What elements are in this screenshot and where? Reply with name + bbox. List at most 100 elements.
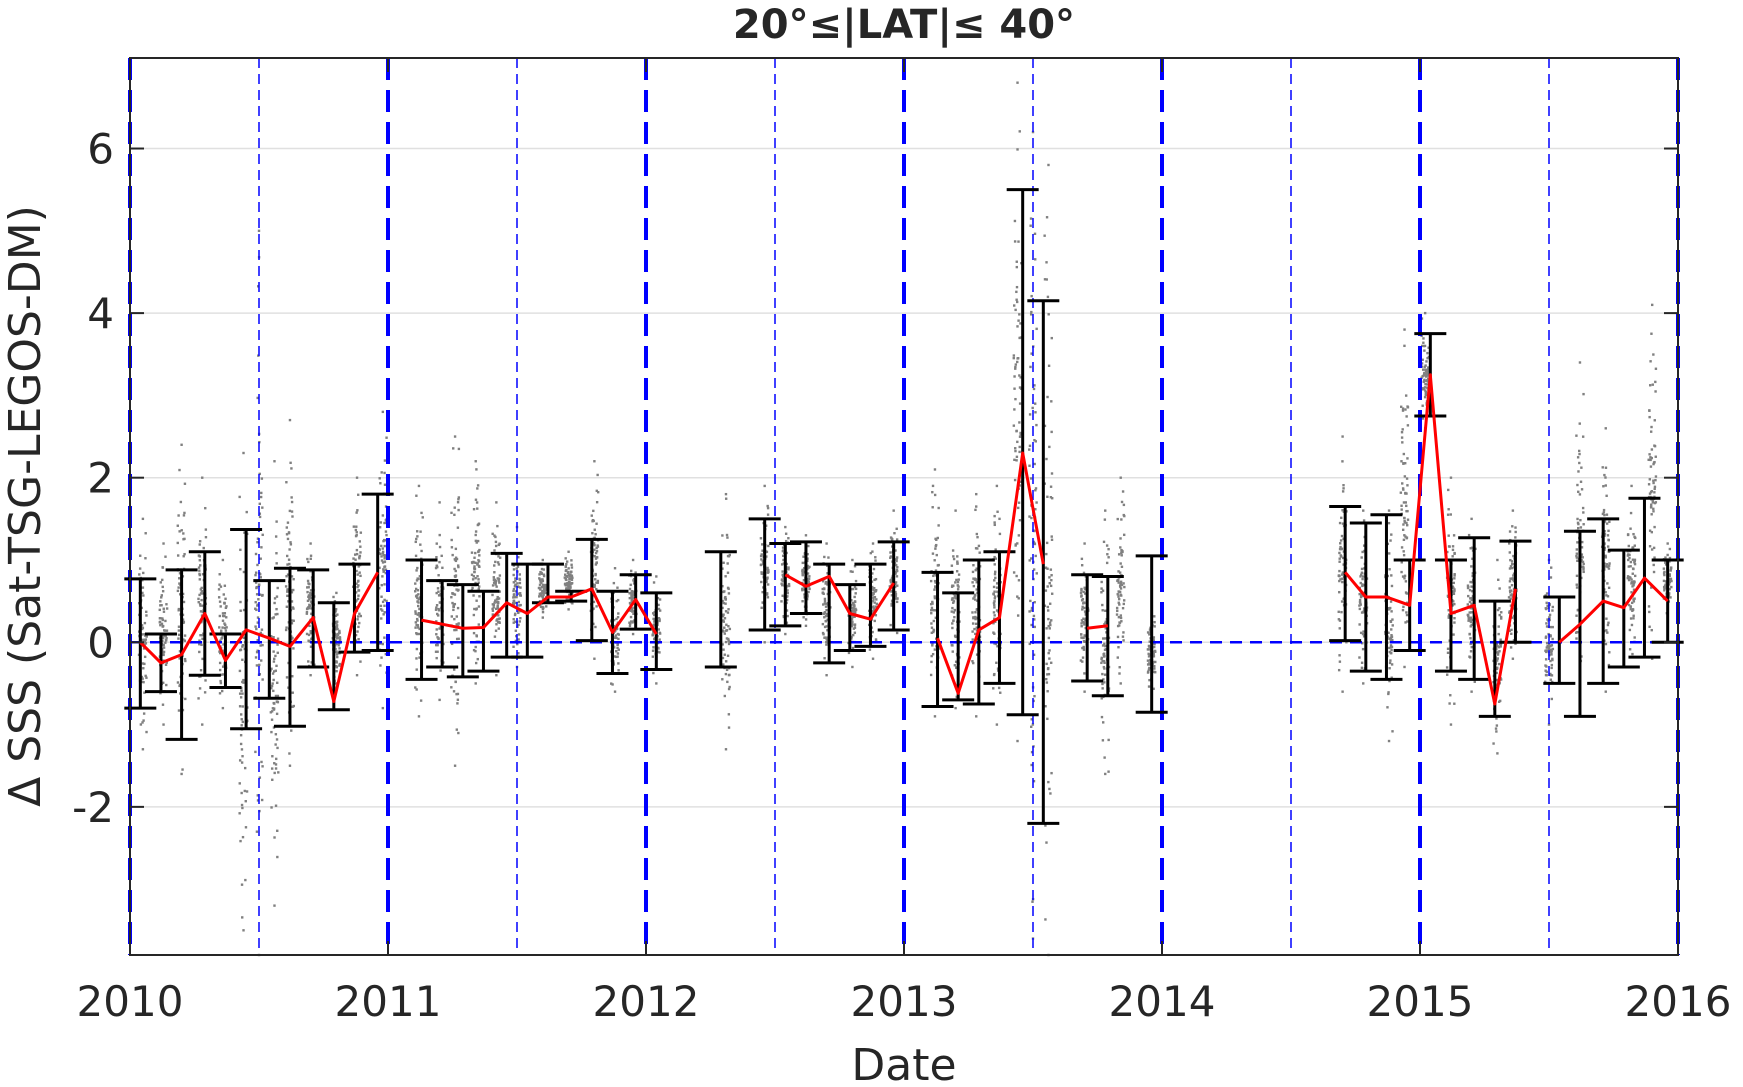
scatter-point bbox=[1083, 592, 1087, 595]
scatter-point bbox=[760, 572, 763, 575]
scatter-point bbox=[721, 599, 724, 603]
scatter-point bbox=[1387, 521, 1391, 525]
error-bar bbox=[877, 540, 910, 632]
scatter-point bbox=[240, 791, 243, 795]
scatter-point bbox=[1648, 529, 1652, 532]
scatter-point bbox=[1018, 402, 1022, 405]
scatter-point bbox=[1082, 617, 1085, 620]
scatter-point bbox=[1083, 640, 1086, 643]
scatter-point bbox=[144, 642, 148, 645]
scatter-point bbox=[1403, 475, 1407, 478]
scatter-point bbox=[1388, 650, 1391, 654]
scatter-point bbox=[544, 591, 548, 595]
scatter-point bbox=[1650, 586, 1653, 589]
scatter-point bbox=[1544, 669, 1547, 672]
scatter-point bbox=[807, 577, 811, 581]
scatter-point bbox=[1602, 508, 1606, 512]
scatter-point bbox=[184, 697, 187, 701]
scatter-point bbox=[1018, 450, 1021, 454]
scatter-point bbox=[477, 564, 481, 568]
scatter-point bbox=[455, 557, 459, 561]
scatter-point bbox=[517, 600, 520, 604]
scatter-point bbox=[1100, 587, 1103, 590]
scatter-point bbox=[1630, 623, 1634, 627]
scatter-point bbox=[934, 547, 937, 550]
scatter-point bbox=[1387, 509, 1391, 512]
scatter-point bbox=[931, 652, 935, 656]
scatter-point bbox=[540, 567, 544, 571]
scatter-point bbox=[847, 651, 851, 655]
scatter-point bbox=[456, 606, 460, 610]
scatter-point bbox=[895, 557, 898, 561]
scatter-point bbox=[182, 514, 186, 517]
scatter-point bbox=[378, 566, 381, 569]
scatter-point bbox=[1017, 506, 1020, 510]
scatter-point bbox=[975, 581, 978, 584]
scatter-point bbox=[1453, 602, 1456, 606]
scatter-point bbox=[1510, 593, 1514, 596]
scatter-point bbox=[1549, 566, 1553, 569]
scatter-point bbox=[494, 629, 498, 632]
scatter-point bbox=[178, 683, 182, 687]
scatter-point bbox=[450, 615, 453, 618]
scatter-point bbox=[1545, 650, 1548, 654]
scatter-point bbox=[974, 508, 977, 512]
scatter-point bbox=[894, 570, 898, 574]
scatter-point bbox=[1608, 651, 1611, 654]
scatter-point bbox=[308, 595, 312, 599]
scatter-point bbox=[1498, 607, 1501, 610]
scatter-point bbox=[1083, 601, 1086, 605]
scatter-point bbox=[595, 522, 598, 525]
scatter-point bbox=[240, 724, 243, 727]
scatter-point bbox=[1577, 526, 1580, 530]
scatter-point bbox=[383, 557, 386, 560]
scatter-point bbox=[870, 580, 874, 583]
scatter-point bbox=[933, 559, 936, 562]
scatter-point bbox=[1080, 619, 1084, 622]
scatter-point bbox=[596, 581, 600, 584]
scatter-point bbox=[1406, 405, 1409, 408]
scatter-point bbox=[971, 630, 974, 633]
scatter-point bbox=[953, 615, 956, 619]
scatter-point bbox=[1032, 653, 1036, 657]
scatter-point bbox=[787, 537, 790, 540]
scatter-point bbox=[357, 589, 361, 592]
scatter-point bbox=[1044, 566, 1048, 570]
scatter-point bbox=[973, 598, 977, 601]
scatter-point bbox=[932, 629, 936, 632]
scatter-point bbox=[1100, 661, 1103, 665]
scatter-point bbox=[336, 652, 339, 655]
scatter-point bbox=[954, 581, 957, 584]
scatter-point bbox=[455, 615, 458, 618]
scatter-point bbox=[765, 550, 769, 554]
scatter-point bbox=[435, 628, 438, 631]
scatter-point bbox=[868, 648, 872, 651]
scatter-point bbox=[993, 521, 996, 524]
scatter-point bbox=[889, 579, 892, 582]
scatter-point bbox=[1118, 590, 1121, 594]
scatter-point bbox=[849, 570, 853, 573]
scatter-point bbox=[992, 631, 995, 634]
scatter-point bbox=[781, 575, 785, 578]
scatter-point bbox=[307, 595, 310, 599]
scatter-point bbox=[305, 632, 309, 636]
scatter-point bbox=[260, 491, 263, 495]
scatter-point bbox=[759, 554, 763, 558]
scatter-point bbox=[474, 649, 477, 653]
scatter-point bbox=[219, 679, 222, 683]
scatter-point bbox=[452, 690, 456, 693]
scatter-point bbox=[418, 615, 421, 618]
scatter-point bbox=[1509, 594, 1512, 597]
error-bar bbox=[748, 517, 781, 632]
scatter-point bbox=[931, 506, 934, 509]
scatter-point bbox=[726, 654, 730, 657]
scatter-point bbox=[1148, 633, 1151, 636]
scatter-point bbox=[1402, 523, 1405, 526]
scatter-point bbox=[1446, 647, 1450, 650]
scatter-point bbox=[1013, 375, 1016, 378]
scatter-point bbox=[285, 533, 289, 536]
scatter-point bbox=[476, 484, 480, 487]
scatter-point bbox=[1451, 548, 1455, 552]
scatter-point bbox=[1508, 530, 1512, 533]
scatter-point bbox=[177, 586, 180, 589]
